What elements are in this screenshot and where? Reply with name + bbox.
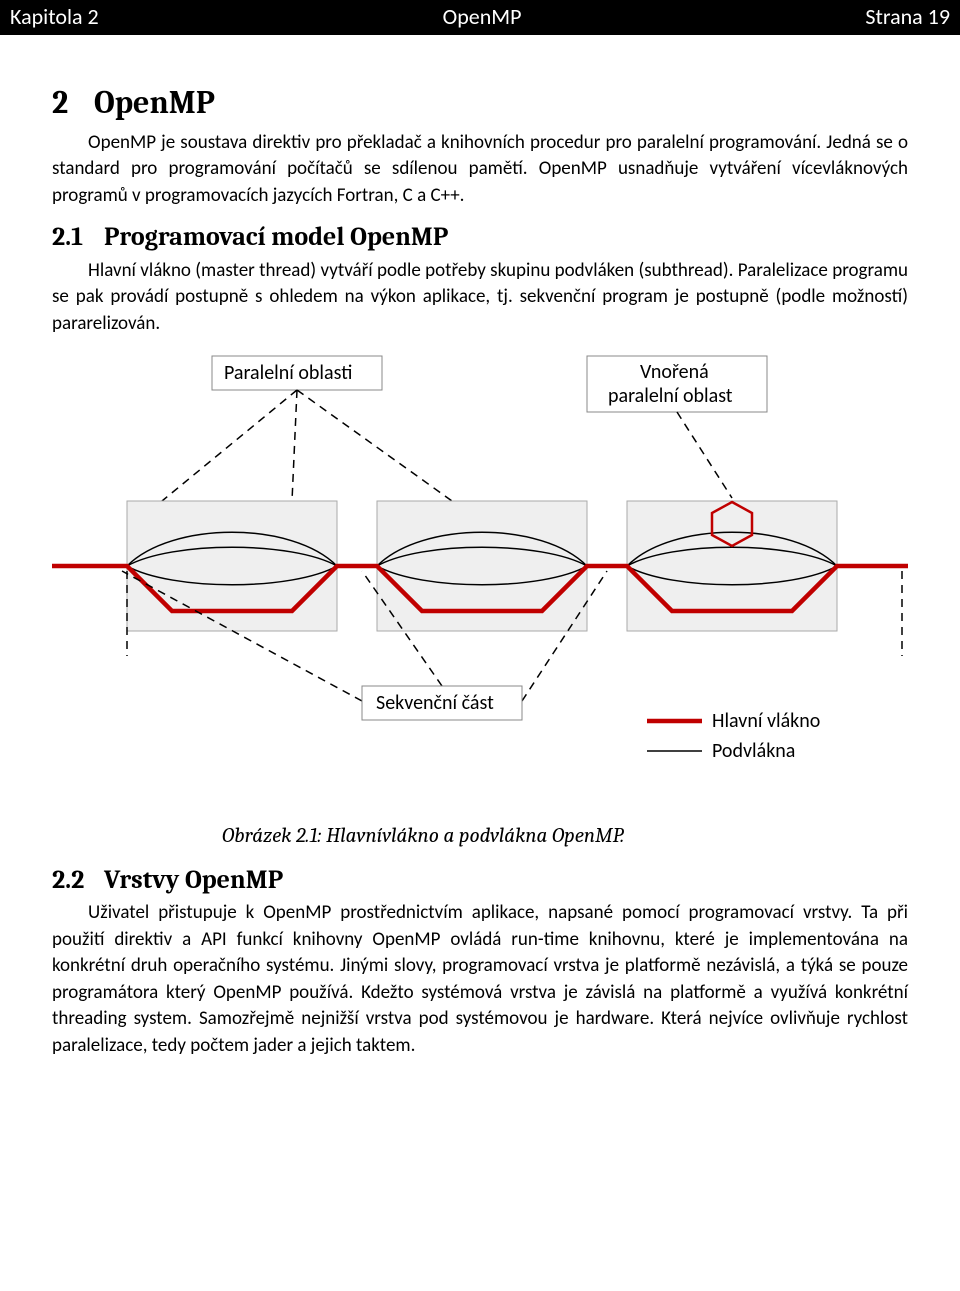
heading-2-1: 2.1Programovací model OpenMP xyxy=(52,219,908,255)
label-nested1: Vnořená xyxy=(640,360,709,384)
heading-num: 2.1 xyxy=(52,219,104,255)
heading-num: 2 xyxy=(52,81,94,126)
heading-num: 2.2 xyxy=(52,862,104,898)
runhead-left: Kapitola 2 xyxy=(10,2,99,33)
thread-diagram: Paralelní oblasti Vnořená paralelní obla… xyxy=(52,346,908,796)
heading-2-2: 2.2Vrstvy OpenMP xyxy=(52,862,908,898)
heading-title: OpenMP xyxy=(94,84,215,121)
runhead-center: OpenMP xyxy=(443,2,522,33)
label-seq: Sekvenční část xyxy=(376,691,494,715)
para-2-1: Hlavní vlákno (master thread) vytváří po… xyxy=(52,258,908,338)
runhead-right: Strana 19 xyxy=(865,2,950,33)
content: 2OpenMP OpenMP je soustava direktiv pro … xyxy=(0,35,960,1100)
heading-2: 2OpenMP xyxy=(52,81,908,126)
figure-caption: Obrázek 2.1: Hlavnívlákno a podvlákna Op… xyxy=(222,822,908,851)
label-nested2: paralelní oblast xyxy=(608,384,733,408)
para-2: OpenMP je soustava direktiv pro překlada… xyxy=(52,130,908,210)
label-parallel: Paralelní oblasti xyxy=(224,361,352,385)
legend-main: Hlavní vlákno xyxy=(712,709,820,733)
heading-title: Programovací model OpenMP xyxy=(104,222,448,252)
page: Kapitola 2 OpenMP Strana 19 2OpenMP Open… xyxy=(0,0,960,1099)
running-head: Kapitola 2 OpenMP Strana 19 xyxy=(0,0,960,35)
para-2-2: Uživatel přistupuje k OpenMP prostřednic… xyxy=(52,900,908,1060)
legend-sub: Podvlákna xyxy=(712,739,795,763)
heading-title: Vrstvy OpenMP xyxy=(104,865,283,895)
